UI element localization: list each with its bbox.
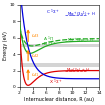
Text: Mg$^+$(3p) + H: Mg$^+$(3p) + H [67, 36, 94, 45]
X-axis label: Internuclear distance, R (au): Internuclear distance, R (au) [24, 96, 94, 102]
Bar [20, 44, 99, 47]
Text: X $^1\Sigma^+$: X $^1\Sigma^+$ [49, 78, 63, 87]
Text: Mg(3s) + H: Mg(3s) + H [67, 68, 89, 72]
Text: B $^1\Sigma^+$: B $^1\Sigma^+$ [43, 40, 57, 49]
Text: A $^1\Pi$: A $^1\Pi$ [43, 35, 54, 45]
Text: $\omega_1$: $\omega_1$ [31, 72, 39, 79]
Text: C $^1\Sigma^+$: C $^1\Sigma^+$ [46, 8, 60, 17]
Text: Mg$^+$(3s$^1$) + H: Mg$^+$(3s$^1$) + H [67, 9, 96, 20]
Text: $\omega_2$: $\omega_2$ [31, 52, 39, 60]
Text: $\omega_3$: $\omega_3$ [31, 32, 39, 40]
Bar [20, 63, 99, 67]
Y-axis label: Energy (eV): Energy (eV) [3, 32, 9, 60]
